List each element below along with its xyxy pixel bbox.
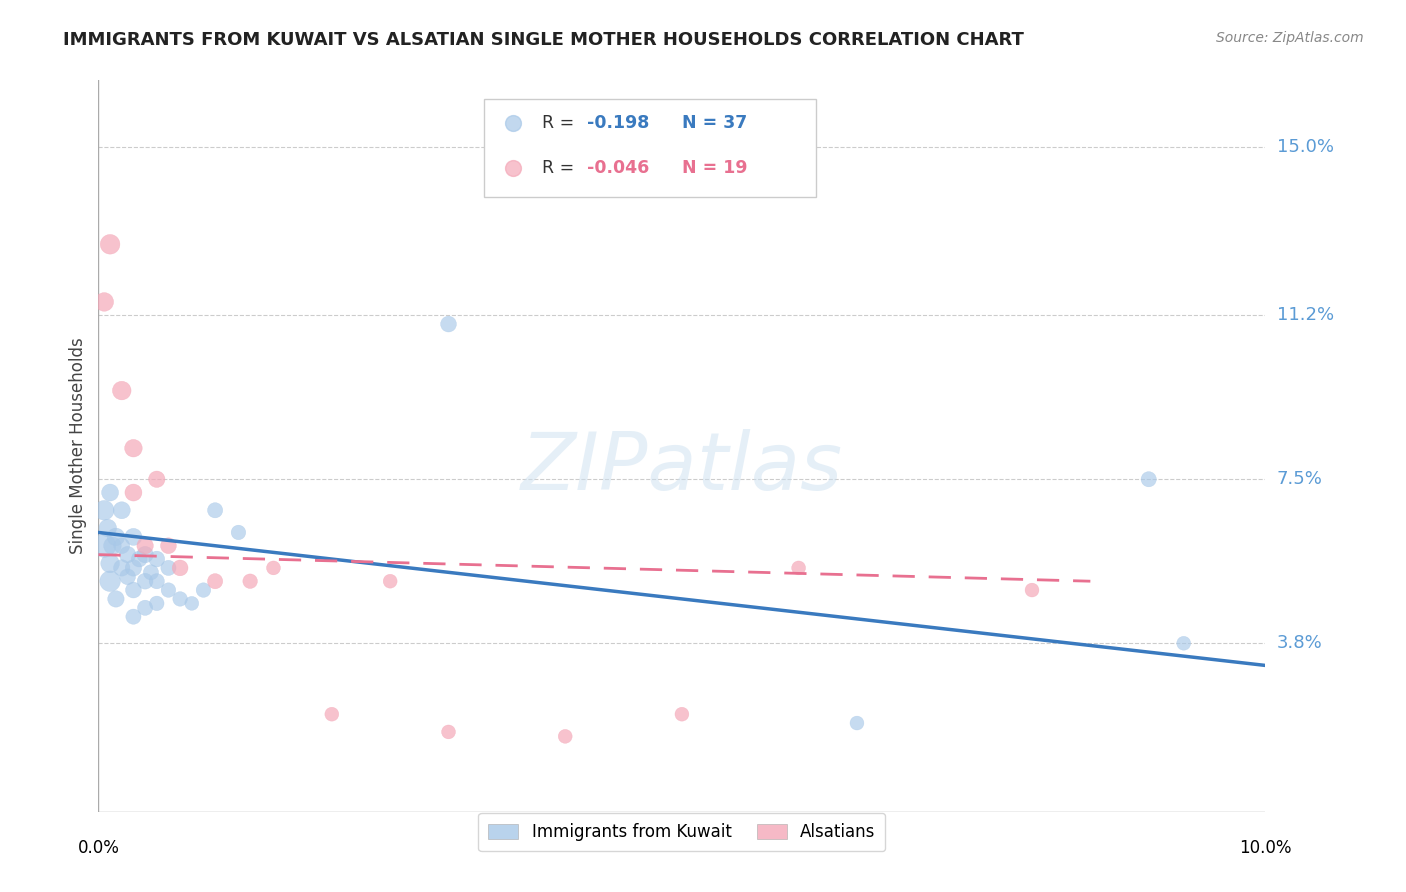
- Text: ZIPatlas: ZIPatlas: [520, 429, 844, 507]
- Point: [111, 384, 134, 398]
- Text: 3.8%: 3.8%: [1277, 634, 1322, 652]
- Point: [111, 561, 134, 575]
- Point: [146, 552, 169, 566]
- Point: [437, 725, 460, 739]
- Point: [787, 561, 810, 575]
- Point: [117, 570, 139, 584]
- Point: [146, 472, 169, 486]
- Text: 10.0%: 10.0%: [1239, 839, 1292, 857]
- Point: [554, 730, 576, 744]
- Point: [111, 539, 134, 553]
- Point: [98, 485, 121, 500]
- Point: [180, 596, 202, 610]
- Point: [262, 561, 284, 575]
- Point: [134, 600, 156, 615]
- Point: [122, 561, 145, 575]
- Point: [157, 539, 180, 553]
- Point: [1173, 636, 1195, 650]
- Point: [846, 716, 869, 731]
- Text: 0.0%: 0.0%: [77, 839, 120, 857]
- Point: [157, 561, 180, 575]
- Point: [93, 539, 115, 553]
- Point: [204, 503, 226, 517]
- Point: [671, 707, 693, 722]
- Point: [98, 237, 121, 252]
- Point: [122, 441, 145, 455]
- Point: [1137, 472, 1160, 486]
- FancyBboxPatch shape: [484, 99, 815, 197]
- Point: [122, 485, 145, 500]
- Point: [1021, 583, 1043, 598]
- Text: N = 37: N = 37: [671, 114, 748, 132]
- Point: [146, 574, 169, 589]
- Text: 7.5%: 7.5%: [1277, 470, 1323, 488]
- Point: [239, 574, 262, 589]
- Point: [122, 583, 145, 598]
- Text: 11.2%: 11.2%: [1277, 306, 1334, 324]
- Text: -0.198: -0.198: [588, 114, 650, 132]
- Point: [122, 530, 145, 544]
- Point: [157, 583, 180, 598]
- Point: [93, 503, 115, 517]
- Point: [169, 591, 191, 606]
- Point: [204, 574, 226, 589]
- Point: [193, 583, 215, 598]
- Text: R =: R =: [541, 159, 579, 177]
- Point: [139, 566, 162, 580]
- Point: [128, 552, 150, 566]
- Point: [321, 707, 343, 722]
- Text: 15.0%: 15.0%: [1277, 137, 1333, 156]
- Text: N = 19: N = 19: [671, 159, 748, 177]
- Point: [101, 539, 124, 553]
- Point: [104, 591, 127, 606]
- Point: [117, 548, 139, 562]
- Point: [134, 539, 156, 553]
- Text: R =: R =: [541, 114, 579, 132]
- Point: [111, 503, 134, 517]
- Legend: Immigrants from Kuwait, Alsatians: Immigrants from Kuwait, Alsatians: [478, 813, 886, 851]
- Point: [122, 609, 145, 624]
- Point: [104, 530, 127, 544]
- Point: [169, 561, 191, 575]
- Point: [134, 574, 156, 589]
- Point: [97, 521, 120, 535]
- Point: [98, 557, 121, 571]
- Point: [380, 574, 402, 589]
- Point: [134, 548, 156, 562]
- Point: [93, 294, 115, 309]
- Text: -0.046: -0.046: [588, 159, 650, 177]
- Text: Source: ZipAtlas.com: Source: ZipAtlas.com: [1216, 31, 1364, 45]
- Point: [98, 574, 121, 589]
- Text: IMMIGRANTS FROM KUWAIT VS ALSATIAN SINGLE MOTHER HOUSEHOLDS CORRELATION CHART: IMMIGRANTS FROM KUWAIT VS ALSATIAN SINGL…: [63, 31, 1024, 49]
- Point: [146, 596, 169, 610]
- Point: [228, 525, 250, 540]
- Point: [437, 317, 460, 331]
- Y-axis label: Single Mother Households: Single Mother Households: [69, 338, 87, 554]
